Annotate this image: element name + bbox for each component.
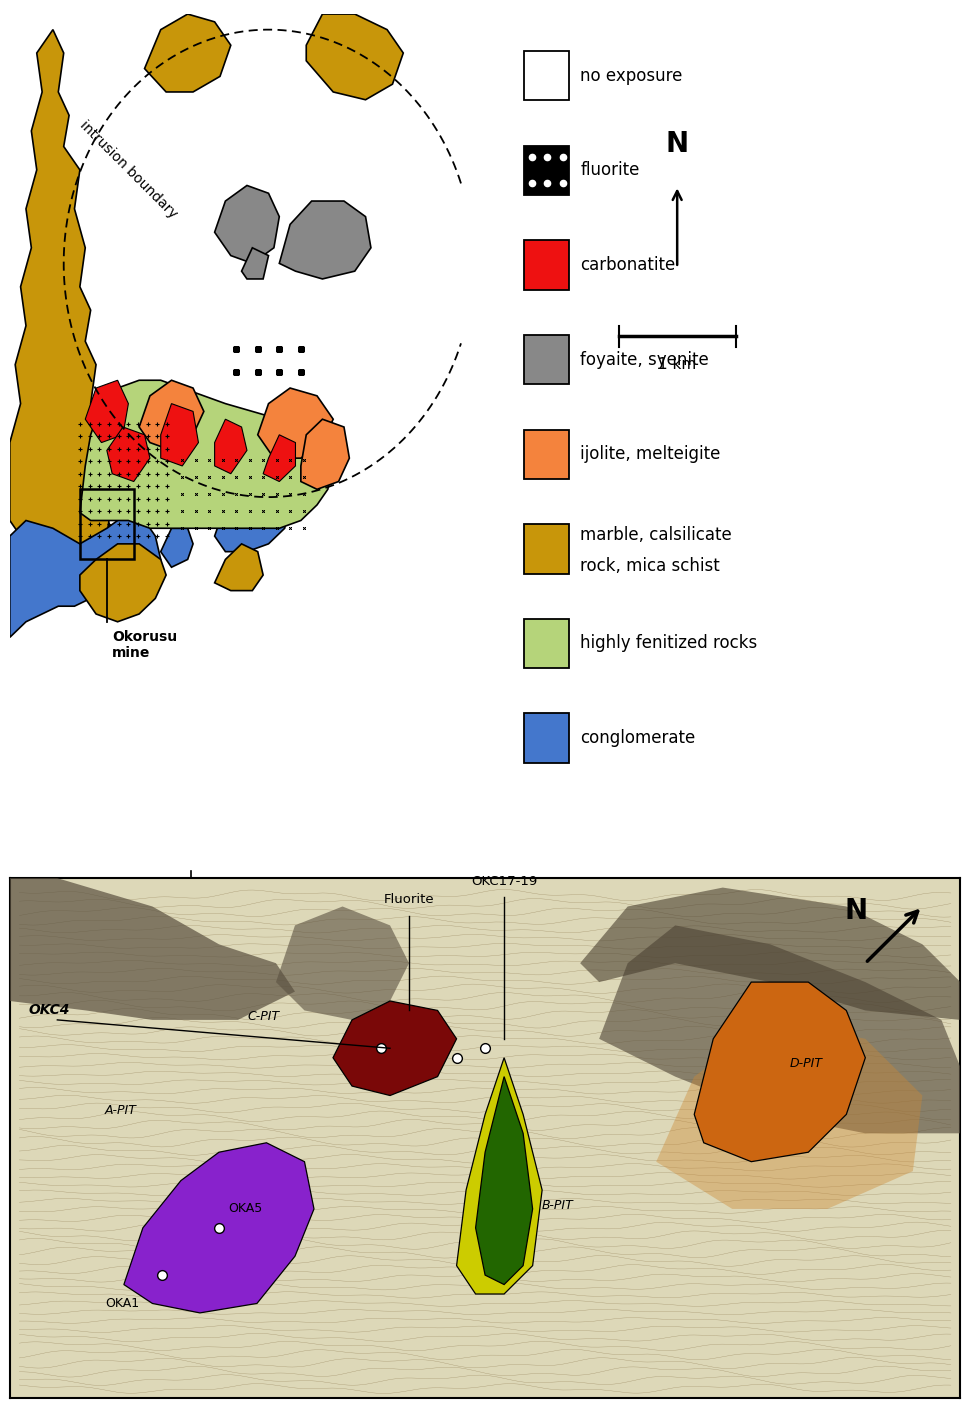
Bar	[524, 524, 569, 573]
Bar	[524, 430, 569, 479]
Polygon shape	[107, 427, 150, 482]
Text: marble, calsilicate: marble, calsilicate	[580, 525, 732, 544]
Bar	[524, 146, 569, 195]
Polygon shape	[580, 888, 960, 1020]
Polygon shape	[307, 14, 404, 100]
Polygon shape	[279, 201, 371, 280]
Bar	[524, 240, 569, 289]
Polygon shape	[333, 1000, 457, 1096]
Polygon shape	[139, 381, 204, 451]
Text: rock, mica schist: rock, mica schist	[580, 556, 720, 575]
Polygon shape	[123, 1142, 314, 1312]
Polygon shape	[475, 1076, 533, 1284]
Text: B-PIT: B-PIT	[542, 1198, 574, 1213]
Polygon shape	[10, 513, 161, 638]
Text: OKA5: OKA5	[228, 1203, 263, 1215]
Polygon shape	[145, 14, 231, 91]
Text: Okorusu
mine: Okorusu mine	[112, 629, 177, 660]
Text: OKC4: OKC4	[28, 1003, 71, 1017]
Bar	[524, 618, 569, 669]
Text: fluorite: fluorite	[580, 162, 640, 180]
Bar	[524, 51, 569, 100]
Polygon shape	[599, 926, 960, 1134]
Polygon shape	[10, 30, 112, 575]
Polygon shape	[242, 247, 269, 280]
Polygon shape	[215, 185, 279, 263]
Polygon shape	[161, 403, 199, 466]
Text: N: N	[665, 131, 689, 157]
Text: ijolite, melteigite: ijolite, melteigite	[580, 445, 720, 464]
Polygon shape	[457, 1058, 542, 1294]
Text: C-PIT: C-PIT	[248, 1010, 279, 1023]
Bar	[524, 334, 569, 385]
Text: no exposure: no exposure	[580, 67, 683, 84]
Polygon shape	[301, 419, 350, 489]
Polygon shape	[215, 482, 290, 552]
Polygon shape	[80, 381, 333, 528]
Text: OKC17-19: OKC17-19	[471, 874, 537, 888]
Polygon shape	[215, 419, 247, 473]
Text: highly fenitized rocks: highly fenitized rocks	[580, 635, 758, 652]
Polygon shape	[263, 434, 296, 482]
Text: intrusion boundary: intrusion boundary	[76, 118, 180, 222]
Text: carbonatite: carbonatite	[580, 256, 675, 274]
Text: 1 km: 1 km	[658, 357, 697, 372]
Text: A-PIT: A-PIT	[105, 1104, 137, 1117]
Polygon shape	[161, 528, 193, 568]
Text: N: N	[845, 896, 867, 924]
Polygon shape	[80, 544, 167, 622]
Polygon shape	[258, 388, 333, 458]
Bar	[524, 714, 569, 763]
Text: Fluorite: Fluorite	[384, 894, 434, 906]
Text: OKA1: OKA1	[105, 1297, 139, 1309]
Text: foyaite, syenite: foyaite, syenite	[580, 351, 709, 368]
Polygon shape	[276, 906, 409, 1020]
Polygon shape	[10, 878, 295, 1020]
Text: D-PIT: D-PIT	[789, 1057, 822, 1071]
Bar	[80, 489, 133, 559]
Polygon shape	[85, 381, 128, 443]
Polygon shape	[694, 982, 865, 1162]
Polygon shape	[657, 1020, 922, 1208]
Polygon shape	[215, 544, 263, 590]
Text: conglomerate: conglomerate	[580, 729, 696, 747]
